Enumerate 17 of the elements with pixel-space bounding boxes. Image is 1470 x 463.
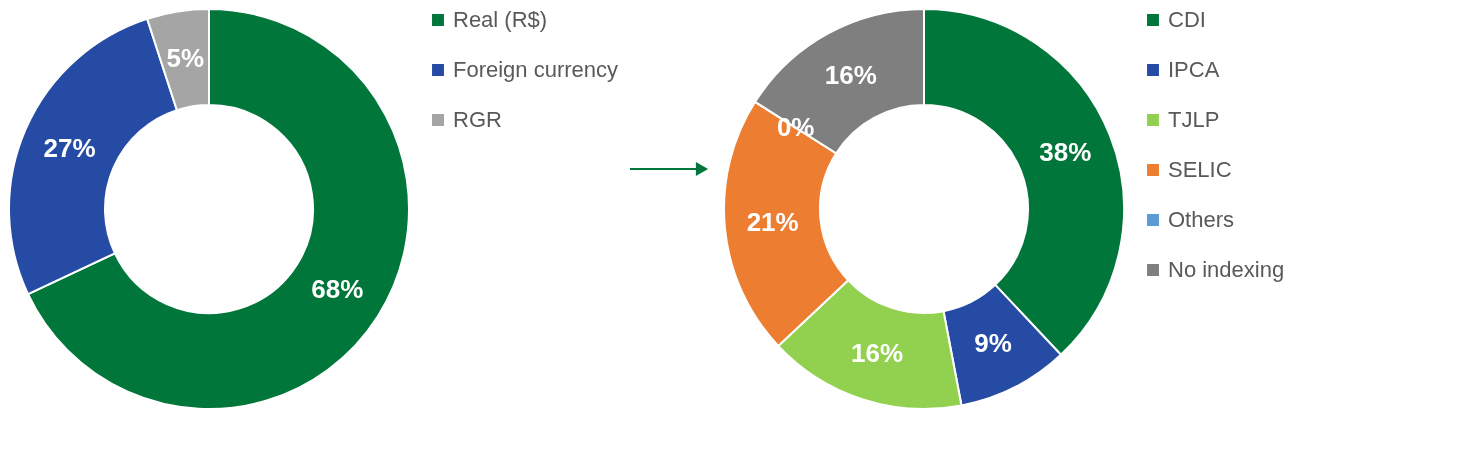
legend-label: SELIC bbox=[1168, 157, 1232, 182]
data-label: 5% bbox=[166, 42, 205, 73]
data-label: 27% bbox=[43, 132, 96, 163]
data-label: 16% bbox=[824, 59, 877, 90]
data-label: 21% bbox=[746, 207, 799, 238]
legend-label: IPCA bbox=[1168, 57, 1220, 82]
data-label: 38% bbox=[1039, 137, 1092, 168]
legend-label: Others bbox=[1168, 207, 1235, 232]
legend-label: Real (R$) bbox=[453, 7, 548, 32]
legend-label: CDI bbox=[1168, 7, 1206, 32]
legend-label: TJLP bbox=[1168, 107, 1220, 132]
legend-label: RGR bbox=[453, 107, 502, 132]
legend-label: No indexing bbox=[1168, 257, 1285, 282]
data-label: 16% bbox=[851, 337, 904, 368]
legend-label: Foreign currency bbox=[453, 57, 619, 82]
data-label: 68% bbox=[311, 274, 364, 305]
data-label: 9% bbox=[974, 328, 1012, 359]
